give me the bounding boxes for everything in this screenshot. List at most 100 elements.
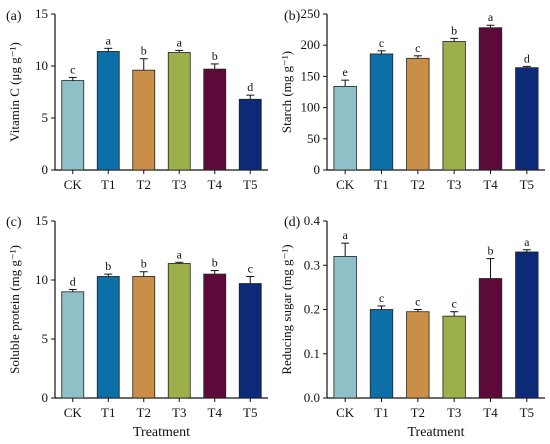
significance-letter: b bbox=[141, 44, 147, 58]
bar-t5 bbox=[238, 98, 262, 171]
bar-t1 bbox=[96, 276, 120, 399]
significance-letter: c bbox=[415, 41, 420, 55]
bar-t3 bbox=[442, 315, 466, 399]
y-tick-label: 5 bbox=[42, 331, 49, 346]
x-tick-label: T4 bbox=[483, 177, 498, 192]
significance-letter: c bbox=[415, 295, 420, 309]
x-tick-label: T2 bbox=[137, 405, 151, 420]
panel-label: (c) bbox=[6, 215, 22, 230]
x-tick-label: T1 bbox=[374, 177, 388, 192]
x-tick-label: T1 bbox=[374, 405, 388, 420]
y-tick-label: 0.4 bbox=[304, 213, 321, 228]
significance-letter: b bbox=[451, 23, 457, 37]
bar-t5 bbox=[515, 67, 539, 171]
significance-letter: d bbox=[247, 80, 253, 94]
y-tick-label: 50 bbox=[307, 131, 320, 146]
x-tick-label: T3 bbox=[447, 177, 461, 192]
significance-letter: c bbox=[379, 291, 384, 305]
y-tick-label: 15 bbox=[35, 213, 48, 228]
y-axis-title: Soluble protein (mg g⁻¹) bbox=[7, 245, 22, 374]
x-tick-label: T2 bbox=[411, 405, 425, 420]
bar-t2 bbox=[406, 311, 430, 399]
bar-t3 bbox=[167, 52, 191, 171]
bar-ck bbox=[61, 80, 85, 171]
bar-t3 bbox=[442, 41, 466, 171]
panel-label: (a) bbox=[6, 9, 22, 24]
y-axis-title: Vitamin C (μg g⁻¹) bbox=[7, 42, 22, 142]
y-tick-label: 0.1 bbox=[304, 346, 320, 361]
significance-letter: a bbox=[524, 235, 530, 249]
y-tick-label: 15 bbox=[35, 6, 48, 21]
y-tick-label: 0 bbox=[42, 390, 49, 405]
x-axis-title: Treatment bbox=[133, 425, 190, 440]
significance-letter: d bbox=[70, 274, 76, 288]
y-tick-label: 10 bbox=[35, 272, 48, 287]
x-tick-label: T5 bbox=[520, 405, 534, 420]
x-axis-title: Treatment bbox=[407, 425, 464, 440]
y-tick-label: 0.0 bbox=[304, 390, 320, 405]
bar-t1 bbox=[96, 51, 120, 171]
bar-t4 bbox=[203, 273, 227, 399]
bar-t1 bbox=[369, 309, 394, 399]
bar-ck bbox=[333, 85, 357, 171]
x-tick-label: CK bbox=[64, 405, 83, 420]
panel-label: (d) bbox=[284, 215, 301, 230]
y-axis-title: Starch (mg g⁻¹) bbox=[279, 51, 294, 133]
significance-letter: c bbox=[452, 297, 457, 311]
x-tick-label: T5 bbox=[520, 177, 534, 192]
x-tick-label: T4 bbox=[483, 405, 498, 420]
bar-t2 bbox=[406, 57, 430, 171]
significance-letter: b bbox=[488, 244, 494, 258]
bar-t4 bbox=[203, 68, 227, 171]
bar-ck bbox=[61, 291, 85, 399]
x-tick-label: CK bbox=[336, 405, 355, 420]
x-tick-label: T3 bbox=[172, 177, 186, 192]
x-tick-label: T3 bbox=[447, 405, 461, 420]
chart-panel-4: 0.0 0.1 0.2 0.3 0.4 a CK c T1 c T2 c T3 b T4 a T5 (d) Redu… bbox=[279, 213, 545, 440]
significance-letter: a bbox=[177, 35, 183, 49]
x-tick-label: CK bbox=[64, 177, 83, 192]
significance-letter: b bbox=[212, 49, 218, 63]
bar-t1 bbox=[369, 53, 394, 171]
x-tick-label: CK bbox=[336, 177, 355, 192]
significance-letter: a bbox=[106, 33, 112, 47]
bar-t4 bbox=[478, 27, 503, 171]
chart-panel-2: 0 50 100 150 200 250 e CK c T1 c T2 b T3 a T4 d T5 (b) Star… bbox=[279, 6, 545, 192]
significance-letter: c bbox=[248, 261, 253, 275]
y-tick-label: 0 bbox=[314, 162, 321, 177]
bar-t3 bbox=[167, 263, 191, 399]
significance-letter: d bbox=[524, 51, 530, 65]
bar-t5 bbox=[515, 251, 539, 399]
x-tick-label: T3 bbox=[172, 405, 186, 420]
y-tick-label: 0 bbox=[42, 162, 49, 177]
y-tick-label: 250 bbox=[301, 6, 321, 21]
x-tick-label: T2 bbox=[411, 177, 425, 192]
chart-panel-1: 0 5 10 15 c CK a T1 b T2 a T3 b T4 d T5 (a) Vitamin C (μg… bbox=[6, 6, 268, 192]
significance-letter: b bbox=[105, 259, 111, 273]
chart-panel-3: 0 5 10 15 d CK b T1 b T2 a T3 b T4 c T5 (c) Soluble prote… bbox=[6, 213, 268, 440]
significance-letter: c bbox=[379, 36, 384, 50]
y-tick-label: 200 bbox=[301, 37, 321, 52]
bar-t2 bbox=[132, 69, 156, 171]
y-tick-label: 150 bbox=[301, 68, 321, 83]
significance-letter: b bbox=[212, 256, 218, 270]
x-tick-label: T5 bbox=[243, 177, 257, 192]
significance-letter: a bbox=[177, 247, 183, 261]
y-tick-label: 0.3 bbox=[304, 257, 320, 272]
bar-t5 bbox=[238, 283, 262, 399]
bar-ck bbox=[333, 255, 357, 399]
x-tick-label: T4 bbox=[208, 177, 223, 192]
y-tick-label: 100 bbox=[301, 100, 321, 115]
x-tick-label: T1 bbox=[101, 177, 115, 192]
bar-t4 bbox=[478, 278, 503, 399]
bar-t2 bbox=[132, 276, 156, 399]
y-tick-label: 10 bbox=[35, 58, 48, 73]
x-tick-label: T4 bbox=[208, 405, 223, 420]
y-tick-label: 0.2 bbox=[304, 302, 320, 317]
y-tick-label: 5 bbox=[42, 110, 49, 125]
x-tick-label: T1 bbox=[101, 405, 115, 420]
significance-letter: a bbox=[488, 10, 494, 24]
significance-letter: e bbox=[343, 65, 348, 79]
significance-letter: a bbox=[343, 228, 349, 242]
